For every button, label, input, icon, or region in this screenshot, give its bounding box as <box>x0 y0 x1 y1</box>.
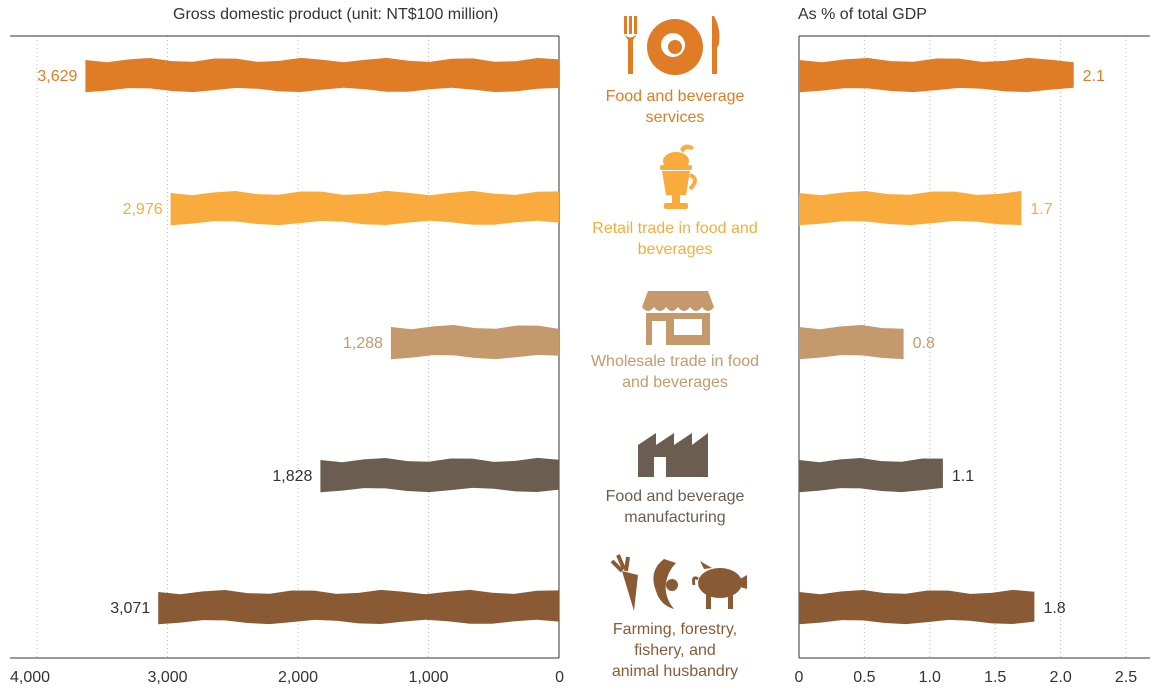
gdp-share-bar <box>799 57 1074 93</box>
gdp-bar <box>320 457 559 493</box>
milkshake-icon <box>660 144 697 209</box>
category-label-line: Food and beverage <box>605 488 745 505</box>
gdp-share-value-label: 1.8 <box>1043 600 1065 617</box>
gdp-value-label: 1,828 <box>272 468 312 485</box>
gdp-share-bar <box>799 589 1035 625</box>
category-label-line: Wholesale trade in food <box>590 353 760 370</box>
right-x-tick-label: 1.5 <box>984 669 1006 686</box>
storefront-icon <box>642 291 714 345</box>
gdp-share-value-label: 1.1 <box>952 468 974 485</box>
gdp-share-value-label: 1.7 <box>1030 201 1052 218</box>
category-label-line: services <box>645 109 705 126</box>
left-x-tick-label: 3,000 <box>147 669 187 686</box>
category-label: Retail trade in food and beverages <box>565 218 785 260</box>
right-x-tick-label: 0 <box>795 669 804 686</box>
left-chart-title: Gross domestic product (unit: NT$100 mil… <box>173 6 499 23</box>
left-x-tick-label: 0 <box>555 669 564 686</box>
category-label-line: manufacturing <box>624 509 726 526</box>
gdp-bar <box>390 325 559 360</box>
category-label: Food and beverage manufacturing <box>565 486 785 528</box>
category-label-line: fishery, and <box>634 642 716 659</box>
category-label: Wholesale trade in food and beverages <box>565 351 785 393</box>
category-label-line: beverages <box>637 241 713 258</box>
gdp-share-bar <box>799 190 1022 226</box>
right-x-tick-label: 2.0 <box>1049 669 1071 686</box>
right-chart-title: As % of total GDP <box>798 6 927 23</box>
farm-produce-icon <box>610 554 747 611</box>
category-label: Food and beverage services <box>565 86 785 128</box>
category-label-line: animal husbandry <box>611 663 739 680</box>
gdp-value-label: 2,976 <box>123 201 163 218</box>
factory-icon <box>638 433 708 477</box>
gdp-bar <box>170 190 559 226</box>
right-x-tick-label: 0.5 <box>853 669 875 686</box>
category-label-line: Farming, forestry, <box>612 621 738 638</box>
gdp-bar <box>85 57 560 93</box>
gdp-bar <box>158 589 559 625</box>
right-x-tick-label: 1.0 <box>919 669 941 686</box>
gdp-value-label: 3,071 <box>110 600 150 617</box>
category-label: Farming, forestry, fishery, and animal h… <box>565 619 785 682</box>
gdp-value-label: 3,629 <box>37 68 77 85</box>
category-label-line: and beverages <box>622 374 728 391</box>
gdp-share-bar <box>799 458 943 493</box>
left-x-tick-label: 4,000 <box>10 669 50 686</box>
left-x-tick-label: 1,000 <box>408 669 448 686</box>
gdp-value-label: 1,288 <box>343 335 383 352</box>
gdp-share-value-label: 0.8 <box>913 335 935 352</box>
category-label-line: Retail trade in food and <box>592 220 758 237</box>
plate-and-cutlery-icon <box>624 16 720 75</box>
category-label-line: Food and beverage <box>605 88 745 105</box>
gdp-share-value-label: 2.1 <box>1083 68 1105 85</box>
right-x-tick-label: 2.5 <box>1115 669 1137 686</box>
left-x-tick-label: 2,000 <box>278 669 318 686</box>
gdp-share-bar <box>799 325 904 360</box>
